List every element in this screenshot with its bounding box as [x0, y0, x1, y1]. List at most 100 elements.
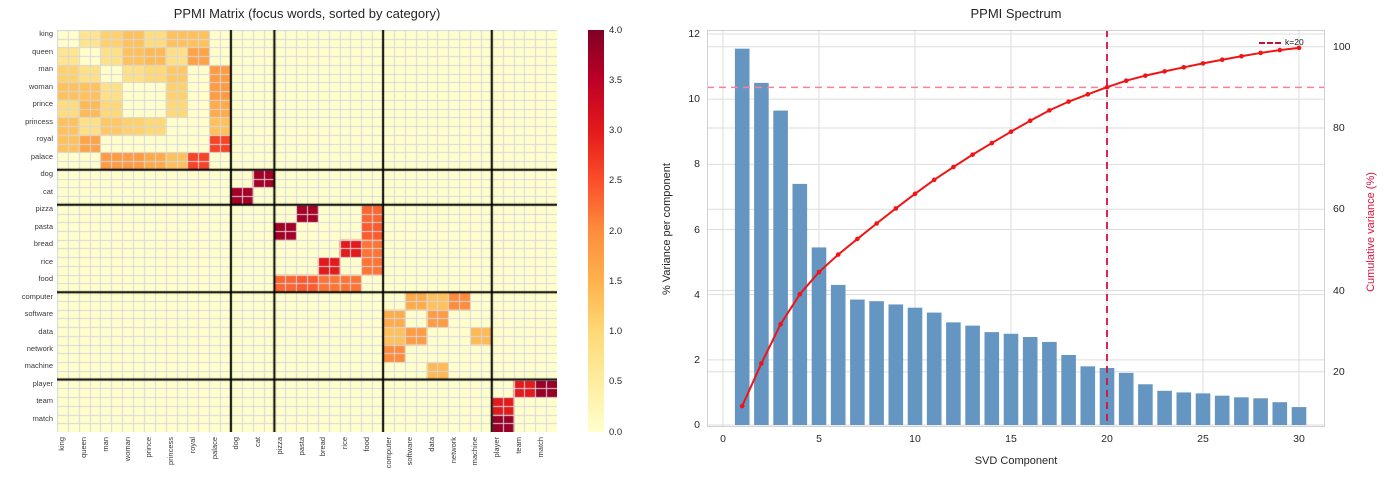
heatmap-col-label: dog — [231, 437, 241, 450]
cumulative-variance-marker — [1027, 118, 1033, 124]
heatmap-col-label: pasta — [296, 437, 306, 456]
heatmap-col-label: princess — [166, 437, 176, 465]
heatmap-row-label: rice — [40, 256, 53, 266]
cumulative-variance-marker — [1277, 47, 1283, 53]
cumulative-variance-marker — [1200, 61, 1206, 66]
colorbar-tick-label: 4.0 — [609, 24, 623, 36]
variance-bar — [926, 312, 942, 425]
heatmap-col-label: data — [427, 437, 436, 452]
heatmap-col-label: cat — [253, 437, 263, 448]
x-tick-label: 10 — [909, 433, 921, 445]
cumulative-variance-marker — [1258, 50, 1263, 56]
variance-bar — [1118, 372, 1134, 425]
heatmap-row-label: pizza — [35, 204, 53, 214]
heatmap-col-label: king — [57, 437, 67, 451]
variance-bar — [811, 247, 827, 425]
heatmap-row-label: machine — [24, 361, 53, 371]
variance-bar — [965, 325, 980, 425]
x-tick-label: 20 — [1101, 433, 1113, 445]
cumulative-variance-marker — [835, 252, 841, 257]
y-tick-label-right: 40 — [1333, 284, 1345, 297]
variance-bar — [734, 48, 750, 425]
plot-border — [707, 30, 1325, 427]
colorbar-tick-label: 0.0 — [609, 426, 623, 438]
variance-bar — [1176, 392, 1192, 425]
y-tick-label-left: 6 — [694, 223, 700, 236]
cumulative-variance-marker — [1104, 84, 1110, 90]
variance-bar — [1042, 341, 1057, 425]
variance-bar — [946, 322, 961, 425]
cumulative-variance-marker — [1123, 78, 1129, 84]
cumulative-variance-marker — [1008, 129, 1014, 134]
cumulative-variance-marker — [912, 191, 918, 197]
y-axis-label-left: % Variance per component — [661, 163, 673, 295]
heatmap-row-label: king — [39, 29, 53, 39]
variance-bar — [754, 82, 769, 425]
x-tick-label: 25 — [1197, 433, 1209, 445]
cumulative-variance-marker — [1296, 45, 1302, 51]
variance-bar — [773, 110, 788, 425]
variance-bar — [792, 183, 808, 425]
heatmap-col-label: queen — [79, 437, 89, 458]
heatmap-col-label: woman — [122, 437, 132, 462]
y-tick-label-right: 100 — [1333, 40, 1351, 53]
heatmap-row-label: player — [32, 378, 53, 388]
heatmap-row-label: match — [32, 413, 53, 423]
y-tick-label-left: 4 — [694, 288, 700, 301]
heatmap-col-label: food — [361, 437, 371, 452]
heatmap-col-label: prince — [144, 437, 154, 458]
heatmap-row-label: royal — [36, 134, 53, 144]
heatmap-col-label: palace — [209, 437, 219, 460]
heatmap-row-label: bread — [33, 239, 53, 249]
variance-bar — [1080, 366, 1096, 425]
y-tick-label-left: 0 — [694, 419, 700, 431]
cumulative-variance-marker — [893, 206, 899, 211]
y-tick-label-left: 8 — [694, 158, 700, 171]
y-axis-label-right: Cumulative variance (%) — [1365, 172, 1377, 292]
heatmap-col-label: machine — [470, 437, 480, 466]
ppmi-heatmap — [57, 30, 557, 432]
variance-bar — [1291, 407, 1307, 425]
variance-bar — [1234, 397, 1249, 425]
heatmap-row-label: princess — [25, 116, 53, 126]
x-tick-label: 5 — [816, 433, 822, 445]
heatmap-row-label: prince — [32, 99, 53, 109]
cumulative-variance-marker — [1181, 65, 1187, 70]
heatmap-col-label: pizza — [274, 437, 284, 455]
variance-bar — [1003, 333, 1019, 425]
spectrum-title: PPMI Spectrum — [970, 6, 1062, 21]
cumulative-variance-marker — [778, 321, 783, 327]
legend-dash-sample — [1259, 42, 1281, 44]
heatmap-col-label: software — [405, 437, 415, 466]
colorbar — [588, 30, 604, 432]
variance-bar — [1061, 354, 1076, 425]
variance-bar — [888, 304, 904, 425]
variance-bar — [1253, 398, 1268, 425]
x-tick-label: 0 — [720, 433, 726, 445]
variance-bar — [1138, 384, 1153, 425]
cumulative-variance-marker — [1219, 57, 1225, 63]
cumulative-variance-marker — [1066, 99, 1071, 104]
heatmap-row-label: network — [26, 343, 53, 353]
colorbar-tick-label: 0.5 — [609, 376, 623, 388]
heatmap-row-label: pasta — [34, 221, 53, 231]
heatmap-col-label: match — [535, 437, 545, 458]
cumulative-variance-marker — [739, 403, 745, 409]
cumulative-variance-marker — [1162, 69, 1167, 74]
cumulative-variance-marker — [931, 177, 937, 183]
variance-bar — [984, 332, 1000, 425]
legend-label: k=20 — [1285, 37, 1304, 47]
heatmap-row-label: woman — [28, 81, 53, 91]
cumulative-variance-marker — [989, 140, 995, 146]
heatmap-row-label: cat — [42, 186, 53, 196]
y-tick-label-left: 12 — [688, 28, 700, 40]
heatmap-row-label: data — [38, 326, 53, 336]
heatmap-col-label: computer — [383, 437, 393, 469]
spectrum-svg — [707, 30, 1325, 427]
colorbar-tick-label: 1.5 — [609, 275, 623, 287]
heatmap-row-label: palace — [30, 151, 53, 161]
cumulative-variance-marker — [1143, 73, 1148, 78]
heatmap-col-label: team — [513, 437, 523, 454]
heatmap-row-label: software — [24, 309, 53, 319]
y-tick-label-left: 2 — [694, 353, 700, 366]
